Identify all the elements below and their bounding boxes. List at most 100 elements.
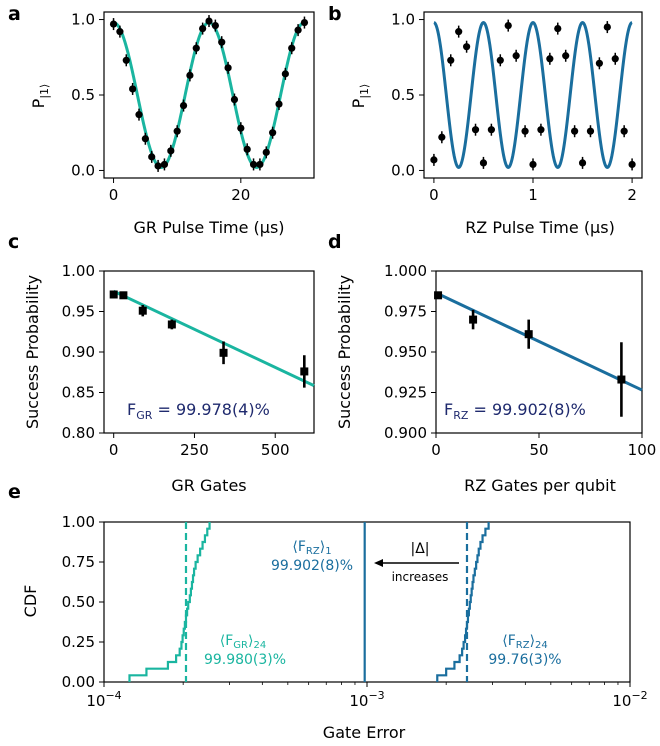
panel-e-x-axis-label: Gate Error xyxy=(323,723,406,742)
data-point xyxy=(167,147,175,155)
data-point xyxy=(116,28,124,36)
data-point xyxy=(122,56,130,64)
panel-b: 0 1 2 0.0 0.5 1.0 P|1⟩ RZ Pulse Time (μs) xyxy=(349,11,643,237)
fit-curve xyxy=(433,20,633,170)
y-tick-label: 0.900 xyxy=(384,424,427,442)
data-point xyxy=(269,129,277,137)
data-point xyxy=(199,25,207,33)
y-tick-label: 0.80 xyxy=(62,424,95,442)
cdf-step-gr xyxy=(128,522,211,682)
data-point xyxy=(628,160,636,169)
fit-line xyxy=(113,289,315,388)
data-point xyxy=(578,159,587,167)
data-point xyxy=(471,126,480,134)
arrow-label-top: |Δ| xyxy=(410,541,429,557)
data-point xyxy=(224,64,232,72)
panel-e-plot: 10−4 10−3 10−2 0.00 0.25 0.50 0.75 1.00 xyxy=(62,513,648,710)
data-point xyxy=(288,44,296,52)
arrow-label-bottom: increases xyxy=(392,570,449,584)
panel-c-plot: 0 250 500 0.80 0.85 0.90 0.95 1.00 xyxy=(62,262,315,459)
data-point xyxy=(211,21,219,30)
x-tick-label: 2 xyxy=(627,186,637,204)
panel-d-plot: 0 50 100 0.900 0.925 0.950 0.975 1.000 xyxy=(384,262,656,459)
panel-d-y-axis-label: Success Probability xyxy=(335,275,354,429)
data-point xyxy=(430,156,438,164)
data-point xyxy=(294,26,302,34)
panel-c-x-axis-label: GR Gates xyxy=(171,476,246,495)
panel-d: 0 50 100 0.900 0.925 0.950 0.975 1.000 Success … xyxy=(335,262,656,495)
fit-line xyxy=(435,291,643,392)
panel-b-x-axis-label: RZ Pulse Time (μs) xyxy=(465,218,615,237)
rz1-name-label: ⟨FRZ⟩1 xyxy=(292,539,331,557)
x-tick-label: 0 xyxy=(429,186,439,204)
data-point xyxy=(256,160,264,169)
x-tick-label: 0 xyxy=(109,441,119,459)
panel-c-fidelity-label: FGR = 99.978(4)% xyxy=(127,400,270,422)
fit-curve xyxy=(113,21,305,169)
data-point xyxy=(434,291,443,300)
panel-letter-d: d xyxy=(328,231,342,253)
y-tick-label: 0.925 xyxy=(384,384,427,402)
data-point xyxy=(249,160,258,169)
panel-e: 10−4 10−3 10−2 0.00 0.25 0.50 0.75 1.00 CDF Gat… xyxy=(21,513,648,742)
panel-d-x-axis-label: RZ Gates per qubit xyxy=(464,476,616,495)
panel-d-fidelity-label: FRZ = 99.902(8)% xyxy=(444,400,586,422)
data-point xyxy=(300,18,309,27)
data-point xyxy=(554,25,562,33)
y-tick-label: 0.0 xyxy=(71,161,95,179)
gr24-name-label: ⟨FGR⟩24 xyxy=(220,633,266,651)
data-point xyxy=(438,133,446,141)
y-tick-label: 0.90 xyxy=(62,343,95,361)
data-point xyxy=(205,17,213,25)
y-tick-label: 0.0 xyxy=(391,161,415,179)
data-point xyxy=(546,55,554,63)
data-point xyxy=(496,56,504,64)
y-tick-label: 0.95 xyxy=(62,303,95,321)
y-tick-label: 1.0 xyxy=(71,11,95,29)
y-tick-label: 0.5 xyxy=(71,86,95,104)
data-point xyxy=(281,70,289,78)
data-point xyxy=(455,28,463,36)
panel-c: 0 250 500 0.80 0.85 0.90 0.95 1.00 Success Prob… xyxy=(23,262,315,495)
panel-letter-c: c xyxy=(8,231,19,253)
data-point xyxy=(186,71,194,79)
y-tick-label: 0.50 xyxy=(62,593,95,611)
data-point xyxy=(109,20,118,28)
data-point xyxy=(529,160,537,169)
data-point xyxy=(595,59,603,67)
data-point xyxy=(219,348,228,357)
x-tick-label: 10−4 xyxy=(86,689,121,710)
y-tick-label: 1.000 xyxy=(384,262,427,280)
rz24-value-label: 99.76(3)% xyxy=(488,652,561,668)
panel-b-y-axis-label: P|1⟩ xyxy=(349,84,371,109)
data-point xyxy=(603,23,611,31)
data-point xyxy=(109,290,118,299)
ylabel-p-sub: |1⟩ xyxy=(38,84,51,99)
data-point xyxy=(571,127,579,135)
panel-a-x-axis-label: GR Pulse Time (μs) xyxy=(133,218,284,237)
y-tick-label: 1.00 xyxy=(62,262,95,280)
y-tick-label: 0.00 xyxy=(62,673,95,691)
y-tick-label: 0.975 xyxy=(384,303,427,321)
data-point xyxy=(586,127,595,135)
x-tick-label: 1 xyxy=(528,186,538,204)
data-point xyxy=(512,52,520,60)
panel-a: 0 20 0.0 0.5 1.0 P|1⟩ GR Pulse Time (μs) xyxy=(29,11,315,237)
data-point xyxy=(119,291,128,300)
data-point xyxy=(300,367,309,376)
data-point xyxy=(479,159,488,167)
panel-letter-e: e xyxy=(8,481,21,503)
y-tick-label: 0.75 xyxy=(62,553,95,571)
y-tick-label: 0.5 xyxy=(391,86,415,104)
svg-text:P|1⟩: P|1⟩ xyxy=(349,84,371,109)
data-point xyxy=(275,100,283,108)
data-point xyxy=(138,306,147,315)
panel-c-y-axis-label: Success Probability xyxy=(23,275,42,429)
data-point xyxy=(524,330,533,339)
x-tick-label: 250 xyxy=(180,441,209,459)
panel-letter-b: b xyxy=(328,3,342,25)
x-tick-label: 10−2 xyxy=(612,689,647,710)
x-tick-label: 50 xyxy=(529,441,548,459)
data-point xyxy=(243,145,251,153)
